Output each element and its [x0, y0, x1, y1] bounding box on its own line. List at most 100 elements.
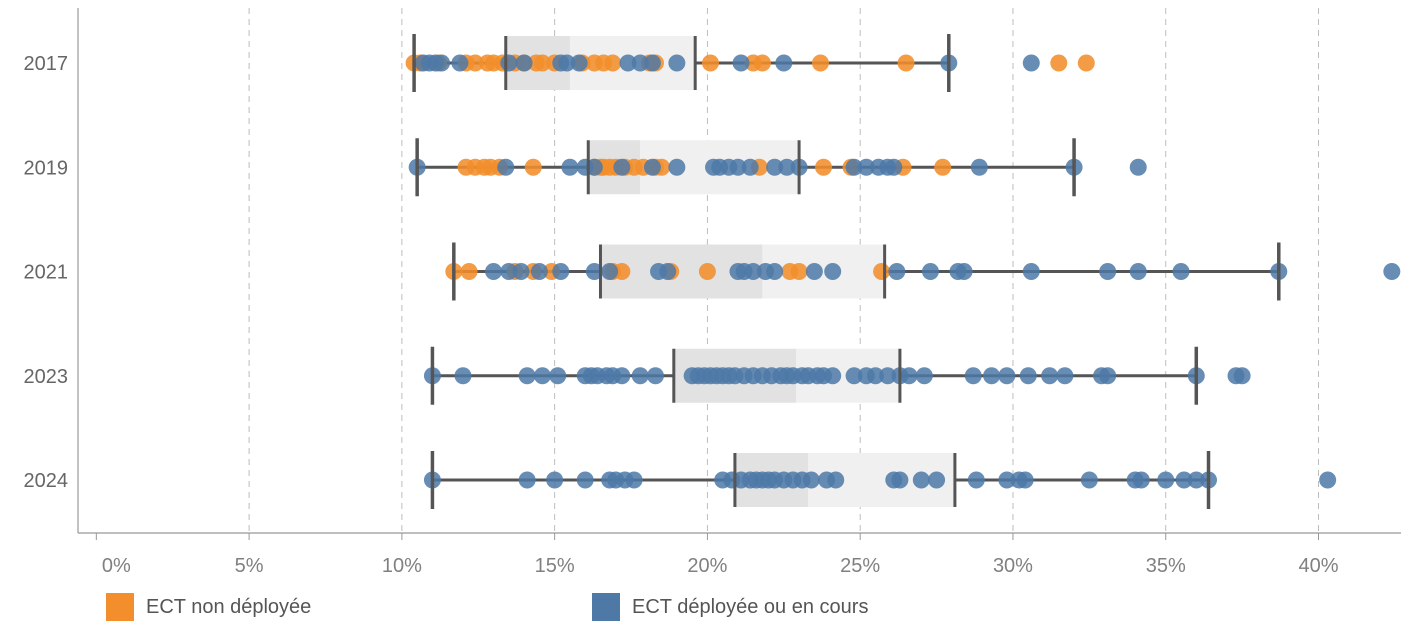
- row-label-2024: 2024: [24, 470, 69, 492]
- legend-swatch-blue: [592, 593, 620, 621]
- point-deployee: [1080, 471, 1098, 489]
- row-label-2023: 2023: [24, 366, 69, 388]
- point-deployee: [879, 367, 897, 385]
- point-deployee: [576, 471, 594, 489]
- point-deployee: [1022, 54, 1040, 72]
- point-deployee: [631, 367, 649, 385]
- point-deployee: [964, 367, 982, 385]
- point-deployee: [912, 471, 930, 489]
- point-deployee: [512, 263, 530, 280]
- point-deployee: [1129, 263, 1147, 280]
- point-deployee: [619, 54, 637, 72]
- point-deployee: [824, 367, 842, 385]
- x-tick-label: 30%: [993, 555, 1033, 577]
- row-label-2021: 2021: [24, 262, 69, 284]
- point-deployee: [518, 471, 536, 489]
- point-non-deployee: [815, 158, 833, 176]
- point-deployee: [970, 158, 988, 176]
- point-non-deployee: [753, 54, 771, 72]
- point-deployee: [546, 471, 564, 489]
- point-deployee: [900, 367, 918, 385]
- point-deployee: [549, 367, 567, 385]
- x-tick-label: 0%: [102, 555, 131, 577]
- point-deployee: [967, 471, 985, 489]
- point-deployee: [998, 367, 1016, 385]
- point-deployee: [1041, 367, 1059, 385]
- point-deployee: [983, 367, 1001, 385]
- point-deployee: [570, 54, 588, 72]
- row-label-2019: 2019: [24, 157, 69, 179]
- point-deployee: [518, 367, 536, 385]
- point-non-deployee: [466, 54, 484, 72]
- point-deployee: [732, 54, 750, 72]
- point-non-deployee: [460, 263, 478, 280]
- point-non-deployee: [897, 54, 915, 72]
- point-deployee: [744, 263, 762, 280]
- point-deployee: [454, 367, 472, 385]
- point-deployee: [1099, 263, 1117, 280]
- point-non-deployee: [1077, 54, 1095, 72]
- point-deployee: [643, 158, 661, 176]
- point-deployee: [433, 54, 451, 72]
- x-tick-label: 5%: [235, 555, 264, 577]
- point-deployee: [888, 263, 906, 280]
- point-non-deployee: [701, 54, 719, 72]
- point-deployee: [585, 158, 603, 176]
- x-tick-label: 25%: [840, 555, 880, 577]
- point-deployee: [1383, 263, 1401, 280]
- point-deployee: [585, 263, 603, 280]
- point-deployee: [631, 54, 649, 72]
- point-deployee: [921, 263, 939, 280]
- x-tick-label: 20%: [687, 555, 727, 577]
- point-deployee: [845, 367, 863, 385]
- x-tick-label: 15%: [535, 555, 575, 577]
- point-non-deployee: [934, 158, 952, 176]
- point-deployee: [646, 367, 664, 385]
- point-deployee: [857, 158, 875, 176]
- point-deployee: [824, 263, 842, 280]
- point-deployee: [561, 158, 579, 176]
- point-deployee: [552, 263, 570, 280]
- point-deployee: [1175, 471, 1193, 489]
- point-deployee: [729, 158, 747, 176]
- point-non-deployee: [790, 263, 808, 280]
- point-deployee: [891, 471, 909, 489]
- point-deployee: [500, 263, 518, 280]
- chart-canvas: 0% 5% 10% 15% 20% 25% 30% 35% 40% 2017 2019 2021 202…: [24, 8, 1401, 577]
- point-deployee: [497, 158, 515, 176]
- legend-label-deployee: ECT déployée ou en cours: [632, 595, 869, 618]
- x-tick-label: 35%: [1146, 555, 1186, 577]
- point-deployee: [928, 471, 946, 489]
- point-deployee: [805, 263, 823, 280]
- x-tick-label: 10%: [382, 555, 422, 577]
- point-deployee: [613, 158, 631, 176]
- point-deployee: [530, 263, 548, 280]
- point-deployee: [1099, 367, 1117, 385]
- point-deployee: [659, 263, 677, 280]
- point-deployee: [1022, 263, 1040, 280]
- point-deployee: [613, 367, 631, 385]
- point-deployee: [766, 158, 784, 176]
- point-deployee: [775, 54, 793, 72]
- point-deployee: [1319, 471, 1337, 489]
- point-deployee: [625, 471, 643, 489]
- point-non-deployee: [811, 54, 829, 72]
- point-deployee: [885, 158, 903, 176]
- point-deployee: [955, 263, 973, 280]
- point-deployee: [802, 471, 820, 489]
- point-non-deployee: [533, 54, 551, 72]
- point-deployee: [601, 263, 619, 280]
- point-deployee: [558, 54, 576, 72]
- point-deployee: [515, 54, 533, 72]
- point-deployee: [766, 263, 784, 280]
- point-deployee: [845, 158, 863, 176]
- point-deployee: [1157, 471, 1175, 489]
- x-tick-label: 40%: [1298, 555, 1338, 577]
- point-deployee: [778, 158, 796, 176]
- legend-swatch-orange: [106, 593, 134, 621]
- point-deployee: [451, 54, 469, 72]
- point-deployee: [500, 54, 518, 72]
- point-deployee: [915, 367, 933, 385]
- legend-label-non-deployee: ECT non déployée: [146, 595, 312, 618]
